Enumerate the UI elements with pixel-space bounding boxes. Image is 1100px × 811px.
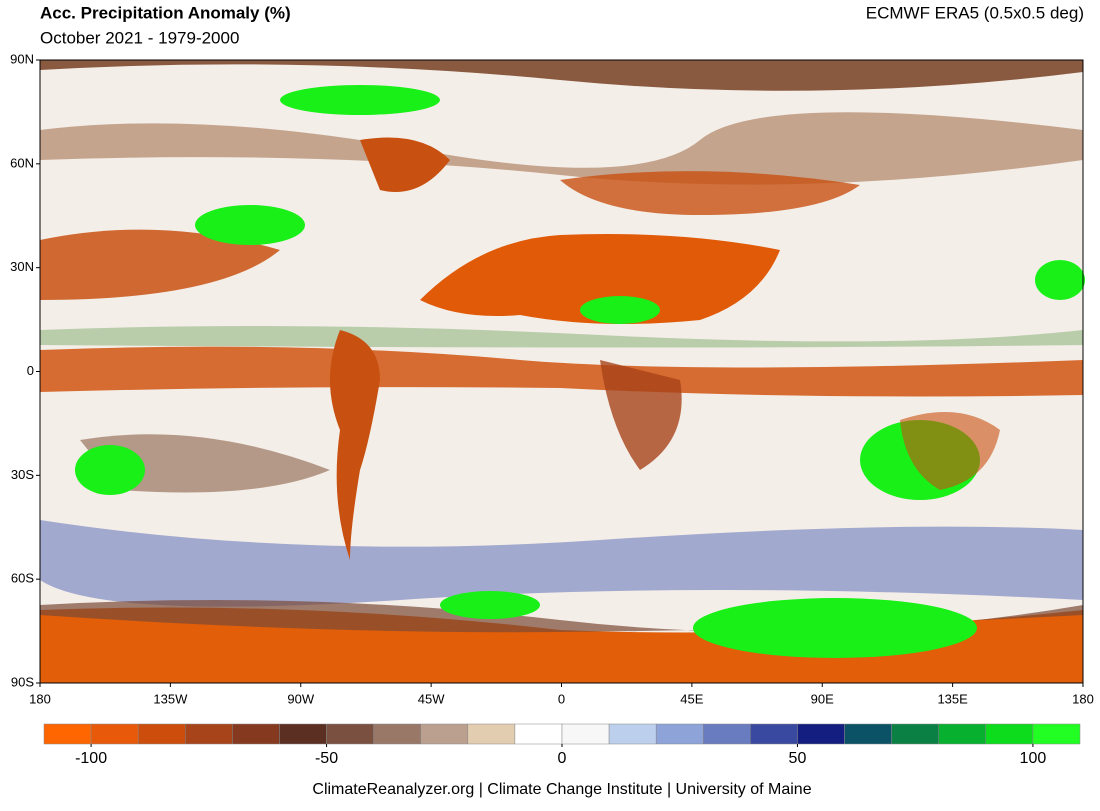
shading <box>900 412 1000 490</box>
shading <box>693 598 977 658</box>
colorbar-swatch <box>985 723 1034 745</box>
colorbar-swatch <box>891 723 939 745</box>
colorbar-swatch <box>514 723 563 745</box>
shading <box>330 330 380 560</box>
x-tick-label: 180 <box>1072 691 1094 706</box>
colorbar-label: -100 <box>75 750 107 767</box>
x-tick-label: 90W <box>287 691 314 706</box>
colorbar-swatch <box>326 723 374 745</box>
shading <box>40 112 1083 185</box>
colorbar-label: 50 <box>789 750 807 767</box>
colorbar-label: 100 <box>1020 750 1047 767</box>
colorbar-swatch <box>232 723 280 745</box>
shading <box>40 520 1083 607</box>
x-tick-label: 135E <box>937 691 968 706</box>
colorbar-swatch <box>844 723 892 745</box>
colorbar-swatch <box>703 723 751 745</box>
x-tick-label: 90E <box>811 691 834 706</box>
colorbar-swatch <box>938 723 987 745</box>
y-tick-label: 60S <box>11 571 34 586</box>
colorbar-label: 0 <box>558 750 567 767</box>
source: ECMWF ERA5 (0.5x0.5 deg) <box>866 3 1084 22</box>
shading <box>40 60 1083 91</box>
shading <box>40 346 1083 397</box>
shading <box>600 360 682 470</box>
y-tick-label: 90S <box>11 674 34 689</box>
y-tick-label: 30S <box>11 467 34 482</box>
x-tick-label: 45E <box>680 691 703 706</box>
shading <box>40 229 280 300</box>
shading <box>580 296 660 324</box>
shading <box>75 445 145 495</box>
colorbar-swatch <box>43 723 92 745</box>
colorbar-swatch <box>797 723 845 745</box>
shading <box>40 600 1083 633</box>
colorbar-swatch <box>420 723 469 745</box>
title: Acc. Precipitation Anomaly (%) <box>40 3 291 22</box>
shading <box>40 326 1083 348</box>
colorbar-swatch <box>90 723 139 745</box>
subtitle: October 2021 - 1979-2000 <box>40 28 239 47</box>
colorbar-swatch <box>373 723 421 745</box>
shading <box>560 171 860 215</box>
shading <box>195 205 305 245</box>
colorbar-swatch <box>608 723 657 745</box>
x-tick-label: 0 <box>558 691 565 706</box>
colorbar-swatch <box>467 723 516 745</box>
x-tick-label: 45W <box>418 691 445 706</box>
shading <box>420 234 780 324</box>
colorbar-swatch <box>655 723 704 745</box>
colorbar-label: -50 <box>315 750 338 767</box>
y-tick-label: 90N <box>10 51 34 66</box>
colorbar-swatch <box>750 723 798 745</box>
shading <box>440 591 540 619</box>
colorbar-swatch <box>1032 723 1081 745</box>
x-tick-label: 135W <box>153 691 188 706</box>
colorbar-swatch <box>561 723 610 745</box>
colorbar-swatch <box>185 723 233 745</box>
footer: ClimateReanalyzer.org | Climate Change I… <box>312 781 811 798</box>
y-tick-label: 0 <box>27 363 34 378</box>
y-tick-label: 30N <box>10 259 34 274</box>
y-tick-label: 60N <box>10 155 34 170</box>
shading <box>360 137 450 192</box>
shading <box>280 85 440 115</box>
colorbar-swatch <box>137 723 186 745</box>
map-field <box>39 59 1085 684</box>
x-tick-label: 180 <box>29 691 51 706</box>
shading <box>1035 260 1085 300</box>
colorbar-swatch <box>279 723 327 745</box>
